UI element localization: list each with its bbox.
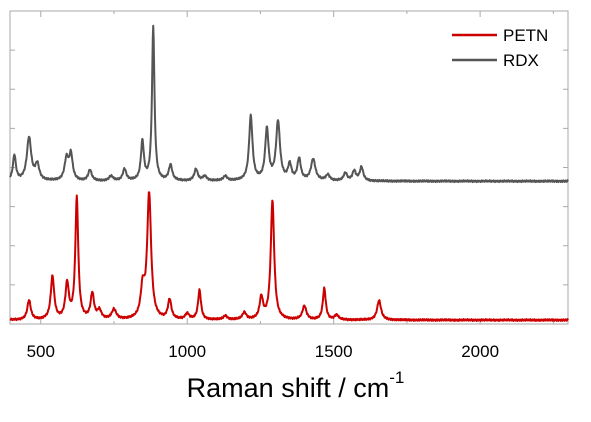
legend-label-rdx: RDX (503, 51, 539, 70)
axis-ticks (10, 11, 568, 324)
x-tick-labels: 500 1000 1500 2000 (27, 342, 499, 361)
x-axis-label-exponent: -1 (389, 368, 405, 387)
series-line-petn (9, 191, 569, 323)
plot-frame (9, 10, 569, 325)
x-tick-label: 1000 (168, 342, 206, 361)
x-tick-label: 500 (27, 342, 55, 361)
legend-label-petn: PETN (503, 26, 548, 45)
x-tick-label: 2000 (461, 342, 499, 361)
x-axis-label: Raman shift / cm-1 (0, 368, 591, 404)
series-line-rdx (9, 24, 569, 184)
series-lines (9, 24, 569, 323)
legend: PETN RDX (452, 26, 548, 70)
x-axis-label-text: Raman shift / cm (186, 373, 390, 403)
x-tick-label: 1500 (315, 342, 353, 361)
